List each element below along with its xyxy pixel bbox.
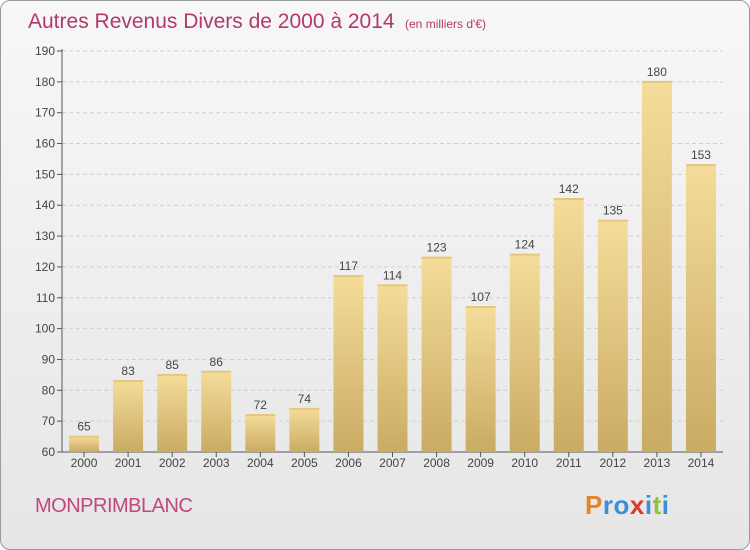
x-tick-label: 2006 <box>335 456 362 470</box>
data-label: 65 <box>77 420 91 434</box>
x-tick-label: 2010 <box>511 456 538 470</box>
x-tick-label: 2004 <box>247 456 274 470</box>
y-tick-label: 160 <box>35 137 55 151</box>
y-tick-label: 60 <box>42 445 56 459</box>
bar <box>245 414 276 452</box>
place-name: MONPRIMBLANC <box>35 495 193 517</box>
x-tick-label: 2007 <box>379 456 406 470</box>
title-text: Autres Revenus Divers de 2000 à 2014 <box>28 10 395 33</box>
data-label: 107 <box>471 290 491 304</box>
bar <box>157 374 188 452</box>
logo-letter: o <box>613 490 630 520</box>
bar <box>421 257 452 452</box>
y-tick-label: 170 <box>35 106 55 120</box>
y-tick-labels: 60 70 80 90 100 110 120 130 140 150 160 170 180 190 <box>35 44 55 459</box>
y-tick-label: 90 <box>42 352 56 366</box>
x-tick-label: 2013 <box>644 456 671 470</box>
y-tick-label: 110 <box>36 291 55 305</box>
y-tick-label: 80 <box>42 383 56 397</box>
bar <box>377 285 408 452</box>
logo-letter: r <box>602 490 614 520</box>
data-label: 153 <box>691 148 711 162</box>
x-tick-labels: 2000 2001 2002 2003 2004 2005 2006 2007 2008 2009… <box>71 452 715 470</box>
logo-letter: x <box>629 490 645 520</box>
data-label: 180 <box>647 65 667 79</box>
bar-chart: 60 70 80 90 100 110 120 130 140 150 160 170 180 190 6… <box>35 44 723 470</box>
bar <box>553 199 584 452</box>
data-label: 72 <box>254 398 268 412</box>
data-label: 114 <box>383 268 402 282</box>
bar <box>685 165 716 452</box>
data-label: 123 <box>427 241 447 255</box>
logo-letter: i <box>644 490 653 520</box>
y-tick-label: 180 <box>35 75 55 89</box>
bar <box>333 276 364 452</box>
x-tick-label: 2005 <box>291 456 318 470</box>
bar <box>201 371 232 452</box>
bar <box>113 381 144 452</box>
data-label: 85 <box>165 358 179 372</box>
y-tick-label: 130 <box>35 229 55 243</box>
bars <box>69 80 716 452</box>
x-tick-label: 2011 <box>556 456 582 470</box>
bar <box>465 307 496 452</box>
logo-letter: i <box>661 490 670 520</box>
y-tick-label: 120 <box>35 260 55 274</box>
logo-letter: t <box>652 490 662 520</box>
data-label: 135 <box>603 204 623 218</box>
x-tick-label: 2002 <box>159 456 186 470</box>
title-unit: (en milliers d'€) <box>405 17 486 31</box>
bar <box>289 408 320 452</box>
data-label: 86 <box>210 355 224 369</box>
y-tick-label: 150 <box>35 167 55 181</box>
chart-title: Autres Revenus Divers de 2000 à 2014 (en… <box>28 10 486 34</box>
bar <box>597 220 628 452</box>
data-label: 124 <box>515 238 535 252</box>
x-tick-label: 2012 <box>599 456 626 470</box>
x-tick-label: 2003 <box>203 456 230 470</box>
data-label: 117 <box>339 259 358 273</box>
x-tick-label: 2000 <box>71 456 98 470</box>
data-labels: 65 83 85 86 72 74 117 114 123 107 124 142 135 180 153 <box>77 65 711 434</box>
data-label: 74 <box>298 392 312 406</box>
y-tick-label: 190 <box>35 44 55 58</box>
x-tick-label: 2008 <box>423 456 450 470</box>
y-tick-label: 100 <box>35 322 55 336</box>
bar <box>509 254 540 452</box>
x-tick-label: 2009 <box>467 456 494 470</box>
y-tick-label: 140 <box>35 198 55 212</box>
x-tick-label: 2001 <box>115 456 142 470</box>
y-tick-label: 70 <box>42 414 56 428</box>
data-label: 142 <box>559 182 579 196</box>
logo-letter: P <box>585 490 603 520</box>
data-label: 83 <box>121 364 135 378</box>
proxiti-logo: Proxiti <box>585 490 669 521</box>
bar <box>69 436 100 452</box>
x-tick-label: 2014 <box>688 456 715 470</box>
bar <box>641 81 672 452</box>
